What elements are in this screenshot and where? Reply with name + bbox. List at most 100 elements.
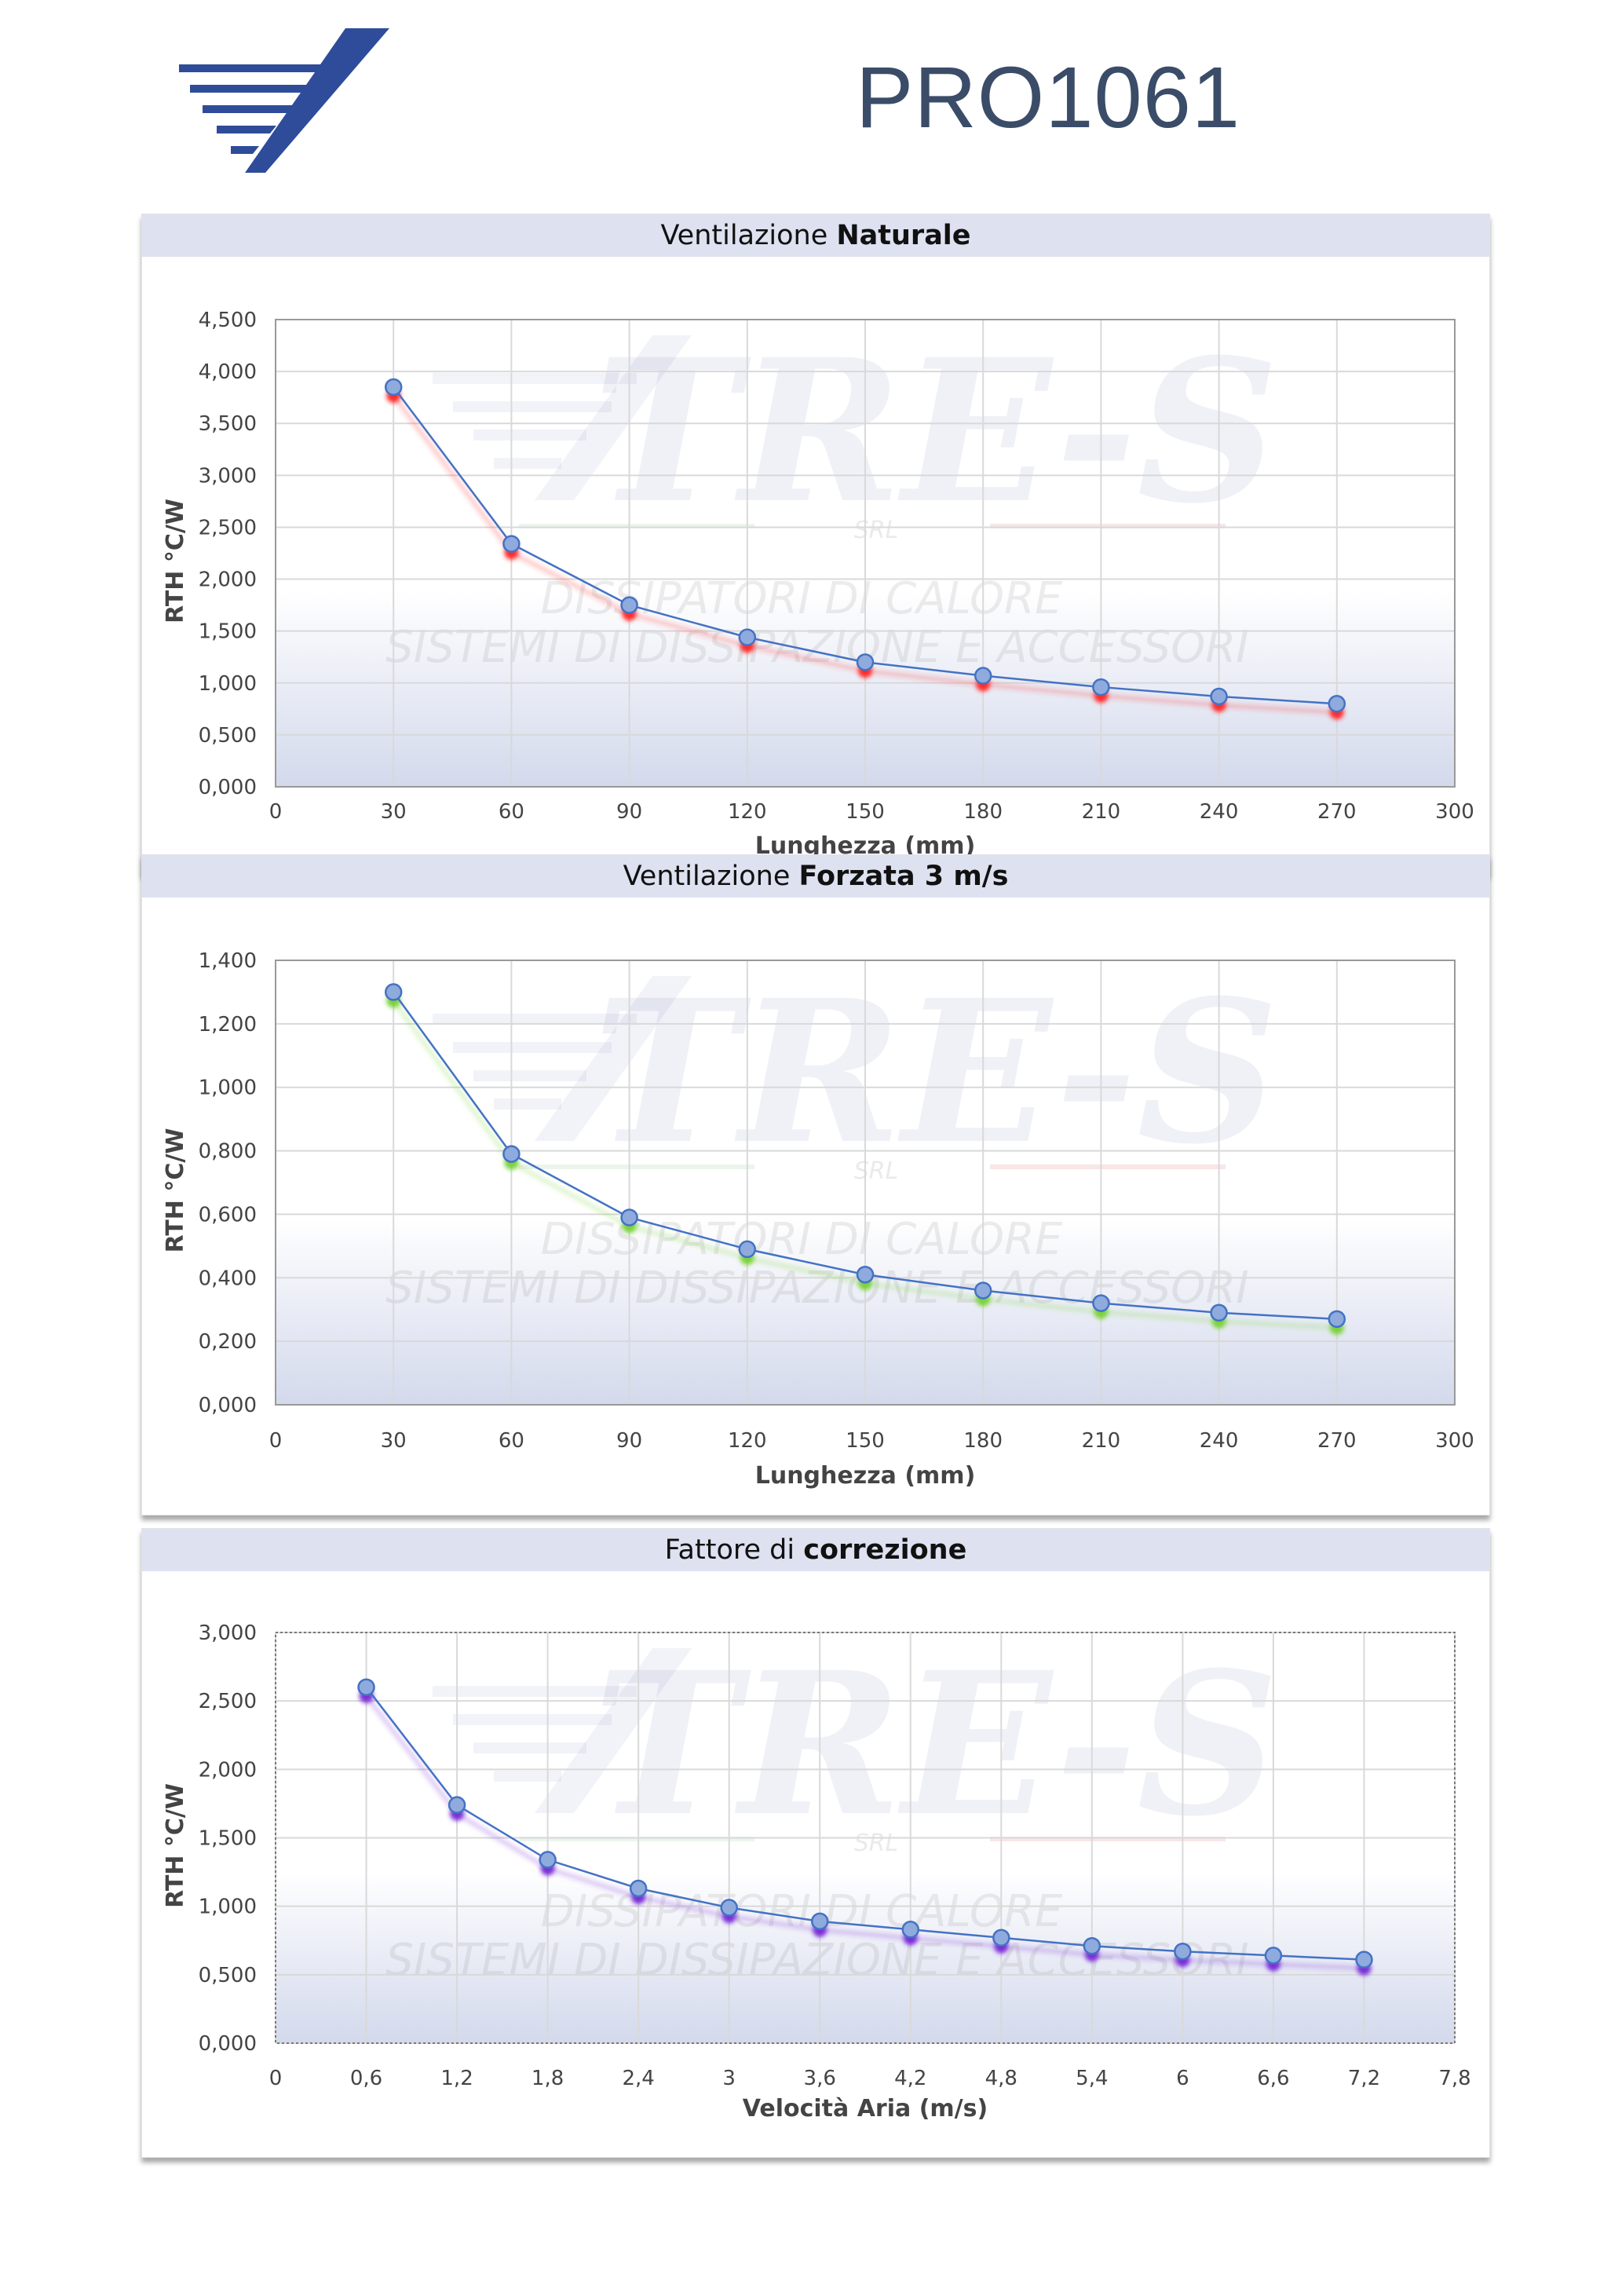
x-tick-label: 7,8 bbox=[1438, 2067, 1470, 2090]
y-tick-label: 1,000 bbox=[199, 1896, 257, 1919]
chart-title-bold: Forzata 3 m/s bbox=[798, 861, 1009, 892]
chart-title: Fattore di correzione bbox=[142, 1529, 1489, 1571]
y-tick-label: 0,600 bbox=[199, 1203, 257, 1227]
y-tick-label: 4,500 bbox=[199, 309, 257, 332]
document-code: PRO1061 bbox=[856, 49, 1241, 146]
y-tick-label: 3,000 bbox=[199, 464, 257, 488]
data-point bbox=[502, 1145, 521, 1163]
data-point bbox=[1174, 1942, 1192, 1961]
watermark-red-bar bbox=[990, 1837, 1226, 1841]
data-point bbox=[720, 1899, 738, 1917]
watermark-logo-stripe bbox=[433, 1686, 637, 1697]
chart-title-plain: Ventilazione bbox=[623, 861, 799, 892]
watermark-logo bbox=[535, 335, 692, 500]
watermark-logo-stripe bbox=[453, 1042, 612, 1053]
x-tick-label: 4,2 bbox=[894, 2067, 926, 2090]
data-point bbox=[1264, 1947, 1283, 1965]
y-tick-label: 1,500 bbox=[199, 620, 257, 644]
y-axis-title: RTH °C/W bbox=[162, 499, 189, 623]
y-tick-label: 2,500 bbox=[199, 516, 257, 539]
watermark-line2: SISTEMI DI DISSIPAZIONE E ACCESSORI bbox=[385, 1263, 1249, 1314]
watermark-line2: SISTEMI DI DISSIPAZIONE E ACCESSORI bbox=[385, 1935, 1249, 1986]
data-point bbox=[738, 1240, 757, 1259]
y-tick-label: 2,500 bbox=[199, 1690, 257, 1713]
data-point bbox=[974, 667, 992, 685]
data-point bbox=[1328, 1310, 1346, 1329]
watermark-logo-stripe bbox=[453, 401, 612, 412]
y-tick-label: 2,000 bbox=[199, 569, 257, 592]
watermark-line2: SISTEMI DI DISSIPAZIONE E ACCESSORI bbox=[385, 622, 1249, 673]
y-tick-label: 0,500 bbox=[199, 724, 257, 748]
x-tick-label: 2,4 bbox=[622, 2067, 654, 2090]
watermark-red-bar bbox=[990, 1164, 1226, 1169]
watermark-brand: TRE-S bbox=[593, 316, 1278, 547]
watermark-logo-stripe bbox=[473, 1070, 586, 1081]
y-tick-label: 1,000 bbox=[199, 1077, 257, 1100]
data-point bbox=[1210, 1303, 1228, 1322]
data-point bbox=[856, 653, 875, 671]
watermark-srl: SRL bbox=[854, 517, 899, 544]
x-tick-label: 180 bbox=[963, 800, 1003, 824]
x-tick-label: 7,2 bbox=[1348, 2067, 1380, 2090]
x-tick-label: 0 bbox=[269, 800, 283, 824]
x-tick-label: 90 bbox=[616, 1429, 642, 1453]
x-tick-label: 150 bbox=[846, 800, 885, 824]
data-point bbox=[810, 1912, 829, 1931]
watermark-brand: TRE-S bbox=[593, 1629, 1278, 1859]
x-tick-label: 60 bbox=[499, 1429, 524, 1453]
y-tick-label: 1,200 bbox=[199, 1013, 257, 1036]
watermark-logo-stripe bbox=[494, 458, 561, 469]
chart-title: Ventilazione Naturale bbox=[142, 214, 1489, 257]
data-point bbox=[1092, 1294, 1110, 1312]
watermark-srl: SRL bbox=[854, 1157, 899, 1185]
y-tick-label: 0,000 bbox=[199, 2032, 257, 2056]
x-tick-label: 120 bbox=[728, 800, 767, 824]
y-tick-label: 0,800 bbox=[199, 1140, 257, 1164]
data-point bbox=[448, 1796, 466, 1814]
y-axis-title: RTH °C/W bbox=[162, 1783, 189, 1908]
y-tick-label: 1,500 bbox=[199, 1827, 257, 1851]
chart-title: Ventilazione Forzata 3 m/s bbox=[142, 855, 1489, 898]
x-tick-label: 1,8 bbox=[532, 2067, 564, 2090]
y-tick-label: 0,000 bbox=[199, 776, 257, 799]
x-tick-label: 240 bbox=[1200, 1429, 1239, 1453]
y-axis-title: RTH °C/W bbox=[162, 1128, 189, 1253]
chart-panel-natural: Ventilazione Naturale TRE-S SRL DISSIPATOR… bbox=[141, 214, 1490, 875]
series-line bbox=[365, 1686, 1364, 1961]
x-tick-label: 270 bbox=[1317, 1429, 1357, 1453]
data-point bbox=[856, 1265, 875, 1284]
watermark-logo-stripe bbox=[433, 1014, 637, 1025]
watermark-logo-stripe bbox=[473, 430, 586, 441]
chart-title-bold: correzione bbox=[803, 1534, 967, 1566]
x-tick-label: 0 bbox=[269, 1429, 283, 1453]
y-tick-label: 3,000 bbox=[199, 1621, 257, 1645]
x-tick-label: 3,6 bbox=[804, 2067, 836, 2090]
watermark-logo bbox=[535, 1648, 692, 1813]
data-point bbox=[629, 1879, 648, 1898]
y-tick-label: 4,000 bbox=[199, 360, 257, 384]
data-point bbox=[1210, 687, 1228, 706]
x-tick-label: 60 bbox=[499, 800, 524, 824]
data-point bbox=[974, 1281, 992, 1300]
x-tick-label: 6,6 bbox=[1257, 2067, 1289, 2090]
chart-title-plain: Ventilazione bbox=[660, 220, 837, 251]
y-tick-label: 3,500 bbox=[199, 412, 257, 436]
x-tick-label: 30 bbox=[381, 1429, 407, 1453]
x-tick-label: 270 bbox=[1317, 800, 1357, 824]
x-axis-title: Velocità Aria (m/s) bbox=[743, 2095, 988, 2122]
watermark-logo-stripe bbox=[453, 1714, 612, 1725]
data-point bbox=[901, 1921, 920, 1939]
chart-panel-correction: Fattore di correzione TRE-S SRL DISSIPATOR… bbox=[141, 1528, 1490, 2158]
data-point bbox=[1328, 694, 1346, 713]
plot-border bbox=[275, 319, 1456, 788]
series-shadow-line bbox=[364, 1694, 1364, 1971]
x-tick-label: 90 bbox=[616, 800, 642, 824]
y-tick-label: 0,000 bbox=[199, 1394, 257, 1417]
data-point bbox=[620, 596, 638, 614]
plot-border bbox=[275, 960, 1456, 1406]
data-point bbox=[502, 535, 521, 553]
x-tick-label: 4,8 bbox=[985, 2067, 1017, 2090]
watermark-logo-stripe bbox=[494, 1771, 561, 1782]
data-point bbox=[1083, 1936, 1101, 1955]
